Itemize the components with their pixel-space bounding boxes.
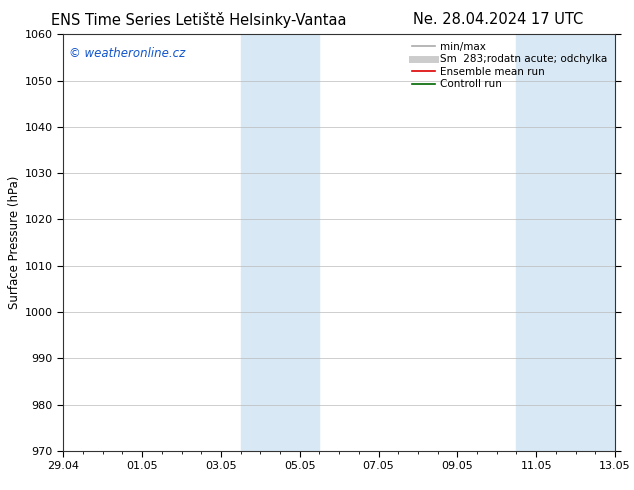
Text: ENS Time Series Letiště Helsinky-Vantaa: ENS Time Series Letiště Helsinky-Vantaa (51, 12, 346, 28)
Legend: min/max, Sm  283;rodatn acute; odchylka, Ensemble mean run, Controll run: min/max, Sm 283;rodatn acute; odchylka, … (410, 40, 610, 92)
Text: Ne. 28.04.2024 17 UTC: Ne. 28.04.2024 17 UTC (413, 12, 583, 27)
Y-axis label: Surface Pressure (hPa): Surface Pressure (hPa) (8, 176, 21, 309)
Bar (517, 34, 615, 451)
Text: © weatheronline.cz: © weatheronline.cz (69, 47, 185, 60)
Bar (241, 34, 320, 451)
